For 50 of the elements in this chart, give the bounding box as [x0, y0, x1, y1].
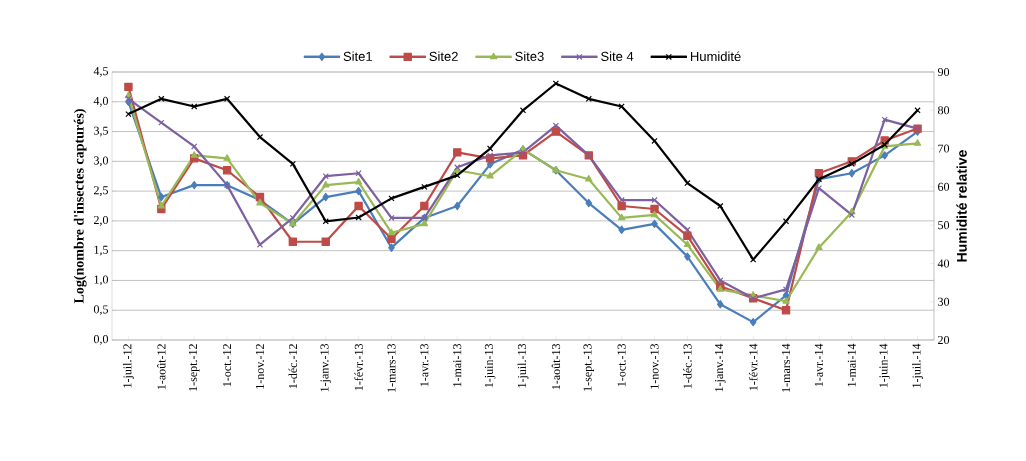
y2-tick-label: 80 [938, 106, 950, 115]
x-tick-label: 1-mars-13 [387, 344, 396, 392]
y2-tick-label: 20 [938, 335, 950, 345]
y-tick-label: 0,0 [93, 335, 108, 345]
x-tick-label: 1-avr.-14 [814, 343, 823, 387]
x-tick-label: 1-janv.-13 [320, 343, 331, 392]
y2-tick-label: 60 [938, 182, 950, 191]
y-tick-label: 2,5 [94, 186, 108, 197]
x-tick-label: 1-nov.-13 [650, 343, 659, 389]
x-tick-label: 1-nov.-12 [255, 344, 265, 389]
y2-tick-label: 40 [937, 259, 950, 268]
x-tick-label: 1-août-13 [551, 343, 561, 390]
x-tick-label: 1-juin-14 [879, 343, 890, 388]
x-tick-label: 1-oct.-12 [223, 344, 232, 387]
y-tick-label: 0,5 [93, 305, 108, 316]
y2-axis-title: Humidité relative [956, 150, 967, 262]
x-tick-label: 1-sept.-13 [583, 343, 595, 391]
x-tick-label: 1-mars-14 [782, 343, 791, 392]
y2-tick-label: 30 [938, 297, 950, 306]
y-tick-label: 4,0 [93, 96, 108, 107]
legend-label: Humidité [690, 51, 741, 62]
x-tick-label: 1-mai-13 [453, 343, 462, 387]
y-tick-label: 4,5 [93, 67, 108, 77]
y-tick-label: 1,0 [94, 275, 108, 286]
x-tick-label: 1-janv.-14 [715, 343, 726, 392]
legend-label: Site2 [429, 51, 458, 61]
y2-tick-label: 90 [937, 67, 950, 77]
x-tick-label: 1-sept.-12 [188, 344, 200, 391]
legend-label: Site 4 [601, 51, 634, 61]
y-tick-label: 3,5 [94, 126, 108, 137]
x-tick-label: 1-juin-13 [484, 343, 496, 388]
x-tick-label: 1-juil.-13 [517, 343, 529, 388]
x-tick-label: 1-mai-14 [847, 343, 856, 387]
y2-tick-label: 70 [938, 144, 950, 153]
y-tick-label: 3,0 [94, 156, 108, 167]
x-tick-label: 1-déc.-12 [288, 344, 298, 389]
y-tick-label: 1,5 [94, 245, 108, 256]
legend-label: Site3 [515, 51, 544, 61]
y2-tick-label: 50 [938, 221, 950, 230]
x-tick-label: 1-févr.-14 [748, 343, 758, 391]
x-tick-label: 1-juil.-12 [123, 344, 134, 388]
x-tick-label: 1-août-12 [157, 344, 166, 390]
x-tick-label: 1-oct.-13 [617, 343, 626, 387]
x-tick-label: 1-avr.-13 [420, 343, 429, 387]
x-tick-label: 1-juil.-14 [912, 343, 924, 388]
legend-label: Site1 [343, 51, 372, 61]
y-axis-title: Log(nombre d'insectes capturés) [73, 109, 87, 304]
x-tick-label: 1-déc.-13 [683, 343, 692, 389]
x-tick-label: 1-févr.-13 [354, 343, 363, 391]
y-tick-label: 2,0 [94, 215, 108, 226]
